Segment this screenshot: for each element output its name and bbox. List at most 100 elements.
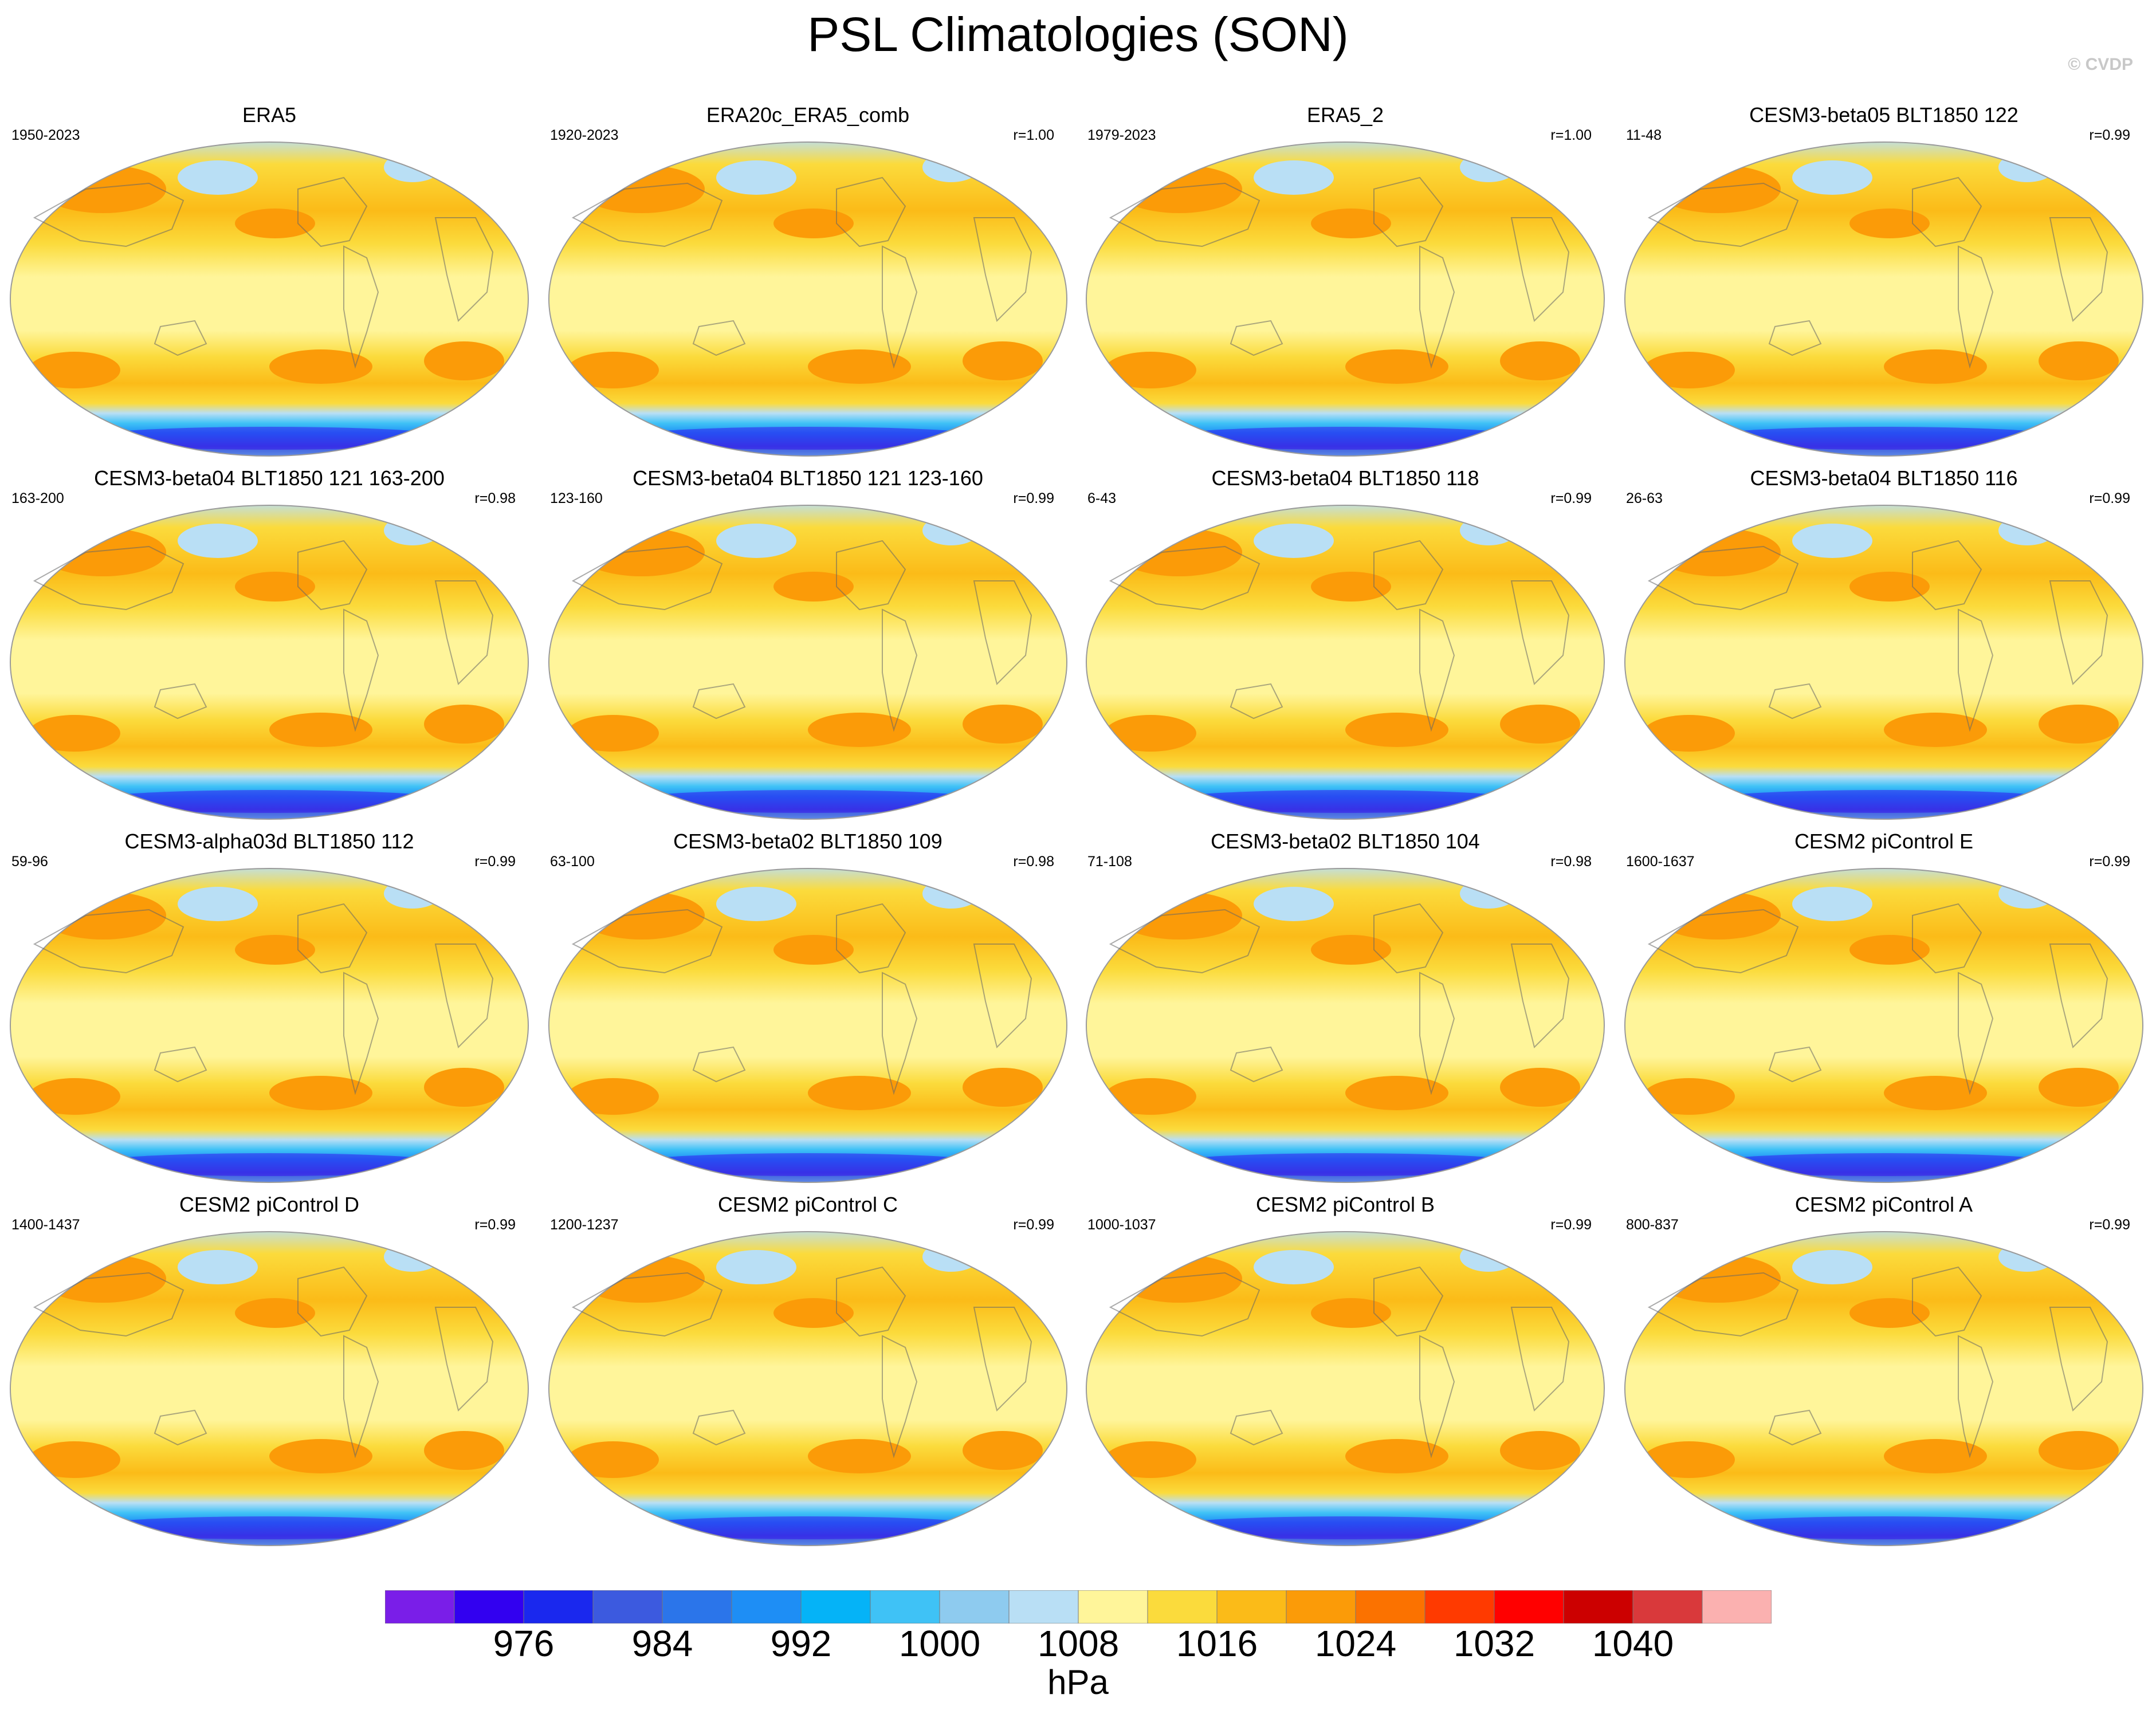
subtropical-high — [29, 715, 120, 752]
map-panel: CESM3-beta04 BLT1850 118 6-43 r=0.99 — [1076, 466, 1615, 831]
subtropical-high — [963, 1068, 1043, 1107]
aleutian-low — [1792, 524, 1872, 558]
subtropical-high — [1884, 1439, 1987, 1473]
colorbar-swatch — [1424, 1590, 1495, 1623]
psl-map — [10, 868, 529, 1183]
panel-years: 63-100 — [550, 854, 595, 870]
subtropical-high — [2039, 705, 2119, 744]
colorbar-swatch — [1286, 1590, 1356, 1623]
southern-ocean-low — [619, 1153, 997, 1176]
siberian-high — [40, 165, 166, 213]
psl-map — [548, 1231, 1067, 1546]
aleutian-low — [1792, 160, 1872, 195]
subtropical-high — [1500, 1068, 1580, 1107]
panel-years: 1200-1237 — [550, 1217, 619, 1233]
southern-ocean-low — [1695, 1516, 2073, 1539]
subtropical-high — [1884, 1076, 1987, 1110]
cvdp-watermark: © CVDP — [2068, 55, 2133, 74]
siberian-high — [579, 165, 705, 213]
subtropical-high — [1884, 349, 1987, 384]
psl-map — [1624, 505, 2143, 820]
subtropical-high — [29, 1441, 120, 1478]
colorbar-swatch — [1563, 1590, 1633, 1623]
colorbar-tick-label: 1008 — [1037, 1623, 1120, 1664]
aleutian-low — [178, 1250, 258, 1284]
map-panel: CESM3-beta04 BLT1850 116 26-63 r=0.99 — [1615, 466, 2153, 831]
subtropical-high — [567, 1441, 659, 1478]
southern-ocean-low — [619, 427, 997, 450]
subtropical-high — [424, 341, 504, 380]
southern-ocean-low — [80, 790, 458, 813]
psl-map — [10, 1231, 529, 1546]
panel-years: 1400-1437 — [11, 1217, 80, 1233]
subtropical-high — [963, 705, 1043, 744]
siberian-high — [1655, 528, 1781, 576]
subtropical-high — [1345, 713, 1448, 747]
colorbar-tick-label: 984 — [631, 1623, 693, 1664]
aleutian-low — [1254, 1250, 1334, 1284]
panel-years: 1950-2023 — [11, 127, 80, 143]
subtropical-high — [1345, 1439, 1448, 1473]
colorbar-swatch — [454, 1590, 524, 1623]
siberian-high — [40, 1255, 166, 1303]
panel-title: CESM3-beta05 BLT1850 122 — [1749, 103, 2018, 127]
subtropical-high — [269, 349, 372, 384]
subtropical-high — [1500, 1431, 1580, 1470]
subtropical-high — [2039, 1431, 2119, 1470]
subtropical-high — [1345, 349, 1448, 384]
subtropical-high — [1643, 1078, 1735, 1115]
aleutian-low — [178, 524, 258, 558]
subtropical-high — [1105, 715, 1196, 752]
southern-ocean-low — [1156, 427, 1534, 450]
aleutian-low — [716, 160, 796, 195]
panel-title: CESM2 piControl C — [717, 1193, 898, 1216]
aleutian-low — [178, 160, 258, 195]
map-panel: ERA20c_ERA5_comb 1920-2023 r=1.00 — [539, 103, 1077, 467]
colorbar-tick-label: 992 — [770, 1623, 832, 1664]
subtropical-high — [773, 1298, 854, 1328]
aleutian-low — [716, 887, 796, 921]
subtropical-high — [567, 715, 659, 752]
psl-map — [10, 141, 529, 457]
subtropical-high — [1311, 935, 1391, 965]
panel-years: 1979-2023 — [1087, 127, 1156, 143]
psl-map — [10, 505, 529, 820]
subtropical-high — [1849, 935, 1930, 965]
colorbar-swatch — [870, 1590, 940, 1623]
colorbar-units: hPa — [1047, 1663, 1109, 1701]
subtropical-high — [1500, 341, 1580, 380]
subtropical-high — [1849, 1298, 1930, 1328]
psl-map — [1624, 868, 2143, 1183]
psl-map — [1086, 141, 1605, 457]
subtropical-high — [773, 572, 854, 602]
panel-title: CESM3-beta04 BLT1850 116 — [1750, 466, 2018, 490]
aleutian-low — [178, 887, 258, 921]
map-panel: CESM2 piControl B 1000-1037 r=0.99 — [1076, 1193, 1615, 1557]
psl-map — [1086, 505, 1605, 820]
panel-years: 1600-1637 — [1626, 854, 1695, 870]
subtropical-high — [2039, 341, 2119, 380]
subtropical-high — [567, 1078, 659, 1115]
southern-ocean-low — [80, 427, 458, 450]
panel-correlation: r=0.99 — [1550, 490, 1592, 506]
panel-correlation: r=0.98 — [474, 490, 516, 506]
subtropical-high — [1105, 352, 1196, 388]
colorbar-tick-label: 1040 — [1592, 1623, 1674, 1664]
colorbar-swatch — [1216, 1590, 1287, 1623]
subtropical-high — [808, 1439, 911, 1473]
colorbar-tick-label: 1024 — [1314, 1623, 1397, 1664]
panel-years: 123-160 — [550, 490, 603, 506]
subtropical-high — [2039, 1068, 2119, 1107]
psl-map — [548, 141, 1067, 457]
colorbar-swatch — [1702, 1590, 1772, 1623]
southern-ocean-low — [619, 790, 997, 813]
aleutian-low — [1792, 887, 1872, 921]
map-panel: CESM3-beta02 BLT1850 104 71-108 r=0.98 — [1076, 830, 1615, 1194]
subtropical-high — [235, 1298, 315, 1328]
siberian-high — [1655, 891, 1781, 939]
panel-correlation: r=0.99 — [2089, 854, 2130, 870]
subtropical-high — [1643, 352, 1735, 388]
panel-title: CESM2 piControl E — [1794, 830, 1974, 853]
siberian-high — [579, 1255, 705, 1303]
subtropical-high — [773, 209, 854, 238]
